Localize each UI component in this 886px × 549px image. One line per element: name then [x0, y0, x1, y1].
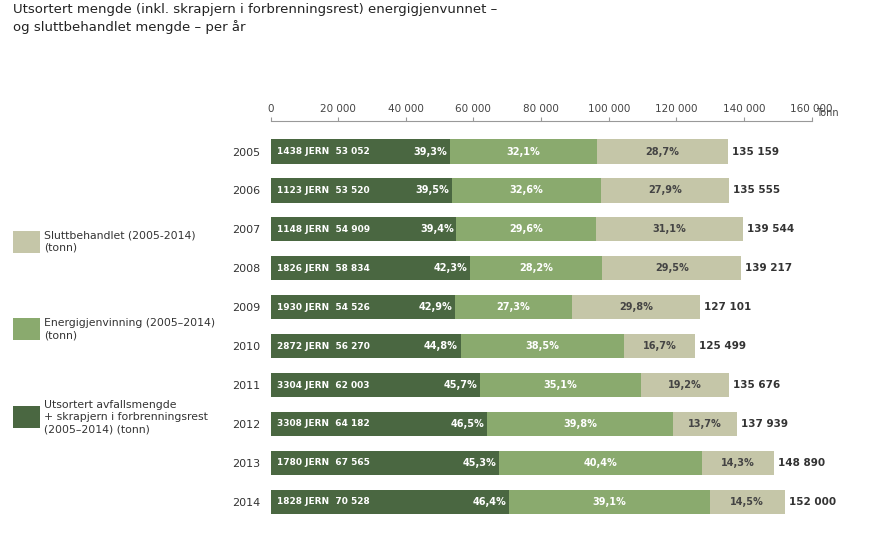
Bar — [270, 334, 460, 358]
Text: 28,2%: 28,2% — [518, 264, 552, 273]
Bar — [571, 295, 700, 320]
Bar — [624, 334, 694, 358]
Text: 125 499: 125 499 — [698, 341, 745, 351]
Text: 31,1%: 31,1% — [652, 225, 686, 234]
Text: 135 676: 135 676 — [733, 380, 780, 390]
Text: 127 101: 127 101 — [703, 302, 750, 312]
Text: 45,7%: 45,7% — [443, 380, 477, 390]
Text: 38,5%: 38,5% — [525, 341, 559, 351]
Bar — [479, 373, 641, 397]
Text: 39,1%: 39,1% — [592, 497, 626, 507]
Text: 1826 JERN  58 834: 1826 JERN 58 834 — [276, 264, 369, 273]
Text: 32,1%: 32,1% — [506, 147, 540, 156]
Text: 46,4%: 46,4% — [472, 497, 506, 507]
Text: 39,5%: 39,5% — [415, 186, 448, 195]
Bar — [709, 490, 784, 514]
Bar — [451, 178, 601, 203]
Text: 44,8%: 44,8% — [424, 341, 457, 351]
Text: 1123 JERN  53 520: 1123 JERN 53 520 — [276, 186, 369, 195]
Bar — [270, 373, 479, 397]
Text: 28,7%: 28,7% — [645, 147, 679, 156]
Text: 152 000: 152 000 — [788, 497, 835, 507]
Text: 27,3%: 27,3% — [496, 302, 530, 312]
Text: 139 217: 139 217 — [744, 264, 791, 273]
Text: 16,7%: 16,7% — [641, 341, 676, 351]
Text: 39,3%: 39,3% — [413, 147, 447, 156]
Text: 39,8%: 39,8% — [563, 419, 596, 429]
Bar — [450, 139, 596, 164]
Text: 139 544: 139 544 — [746, 225, 793, 234]
Bar — [270, 178, 451, 203]
Bar — [270, 217, 456, 242]
Text: 29,5%: 29,5% — [654, 264, 688, 273]
Text: 14,5%: 14,5% — [729, 497, 764, 507]
Bar — [270, 139, 450, 164]
Text: 3308 JERN  64 182: 3308 JERN 64 182 — [276, 419, 369, 428]
Bar — [470, 256, 602, 281]
Text: Energigjenvinning (2005–2014)
(tonn): Energigjenvinning (2005–2014) (tonn) — [44, 318, 215, 340]
Bar — [270, 412, 487, 436]
Bar — [641, 373, 728, 397]
Text: 29,8%: 29,8% — [618, 302, 652, 312]
Bar — [498, 451, 701, 475]
Bar — [701, 451, 773, 475]
Text: 32,6%: 32,6% — [509, 186, 542, 195]
Bar — [602, 256, 741, 281]
Bar — [270, 451, 498, 475]
Text: 42,3%: 42,3% — [432, 264, 466, 273]
Text: 45,3%: 45,3% — [462, 458, 495, 468]
Text: Sluttbehandlet (2005-2014)
(tonn): Sluttbehandlet (2005-2014) (tonn) — [44, 231, 196, 253]
Text: 27,9%: 27,9% — [648, 186, 681, 195]
Bar — [509, 490, 709, 514]
Bar — [487, 412, 672, 436]
Text: 14,3%: 14,3% — [720, 458, 754, 468]
Text: Utsortert mengde (inkl. skrapjern i forbrenningsrest) energigjenvunnet –
og slut: Utsortert mengde (inkl. skrapjern i forb… — [13, 3, 497, 34]
Bar — [595, 217, 742, 242]
Text: Utsortert avfallsmengde
+ skrapjern i forbrenningsrest
(2005–2014) (tonn): Utsortert avfallsmengde + skrapjern i fo… — [44, 400, 208, 435]
Bar — [270, 295, 455, 320]
Text: 135 555: 135 555 — [732, 186, 780, 195]
Bar — [672, 412, 736, 436]
Text: 1148 JERN  54 909: 1148 JERN 54 909 — [276, 225, 369, 234]
Text: 148 890: 148 890 — [777, 458, 824, 468]
Bar — [270, 490, 509, 514]
Bar — [456, 217, 595, 242]
Text: 3304 JERN  62 003: 3304 JERN 62 003 — [276, 380, 369, 390]
Text: Tonn: Tonn — [815, 108, 838, 118]
Text: 1930 JERN  54 526: 1930 JERN 54 526 — [276, 302, 369, 312]
Text: 35,1%: 35,1% — [543, 380, 577, 390]
Text: 13,7%: 13,7% — [688, 419, 721, 429]
Bar — [270, 256, 470, 281]
Bar — [596, 139, 727, 164]
Text: 46,5%: 46,5% — [450, 419, 484, 429]
Text: 135 159: 135 159 — [731, 147, 778, 156]
Text: 29,6%: 29,6% — [509, 225, 542, 234]
Bar — [601, 178, 728, 203]
Text: 19,2%: 19,2% — [668, 380, 702, 390]
Text: 39,4%: 39,4% — [420, 225, 454, 234]
Text: 1828 JERN  70 528: 1828 JERN 70 528 — [276, 497, 369, 506]
Text: 2872 JERN  56 270: 2872 JERN 56 270 — [276, 341, 369, 351]
Text: 1780 JERN  67 565: 1780 JERN 67 565 — [276, 458, 369, 467]
Text: 137 939: 137 939 — [740, 419, 787, 429]
Text: 42,9%: 42,9% — [418, 302, 452, 312]
Bar — [455, 295, 571, 320]
Text: 1438 JERN  53 052: 1438 JERN 53 052 — [276, 147, 369, 156]
Text: 40,4%: 40,4% — [583, 458, 617, 468]
Bar — [460, 334, 624, 358]
